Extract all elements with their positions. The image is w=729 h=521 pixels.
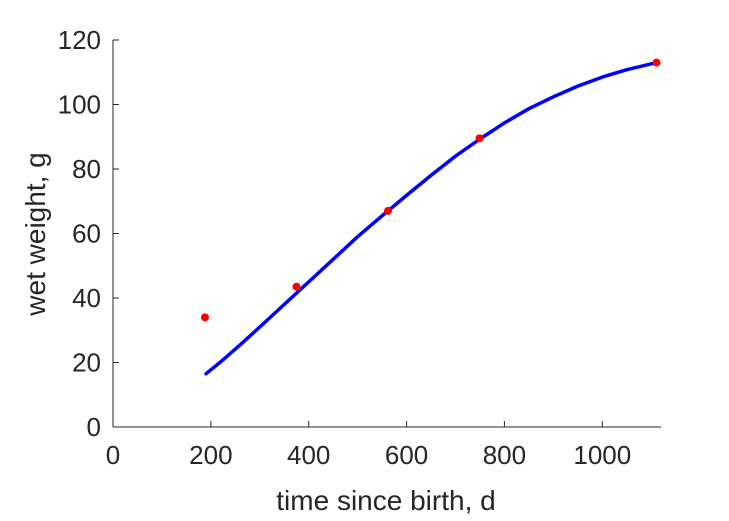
x-tick-label: 600 — [385, 440, 428, 470]
axes: 0 200 400 600 800 1000 0 20 40 60 80 100 120 — [58, 25, 661, 470]
y-tick-label: 20 — [72, 348, 101, 378]
y-tick-label: 0 — [87, 412, 101, 442]
data-point — [292, 282, 301, 291]
y-tick-label: 40 — [72, 283, 101, 313]
data-point — [475, 134, 484, 143]
y-tick-label: 80 — [72, 154, 101, 184]
y-axis-label: wet weight, g — [20, 152, 51, 316]
y-tick-label: 100 — [58, 90, 101, 120]
fit-curve — [204, 60, 659, 376]
x-tick-label: 400 — [287, 440, 330, 470]
x-tick-label: 200 — [189, 440, 232, 470]
x-tick-label: 1000 — [573, 440, 631, 470]
data-point — [200, 313, 209, 322]
data-point — [652, 58, 661, 67]
x-axis-label: time since birth, d — [276, 485, 495, 516]
data-point — [383, 206, 392, 215]
y-tick-label: 60 — [72, 219, 101, 249]
plot-area — [200, 58, 661, 376]
x-tick-label: 800 — [483, 440, 526, 470]
x-tick-label: 0 — [106, 440, 120, 470]
y-tick-label: 120 — [58, 25, 101, 55]
